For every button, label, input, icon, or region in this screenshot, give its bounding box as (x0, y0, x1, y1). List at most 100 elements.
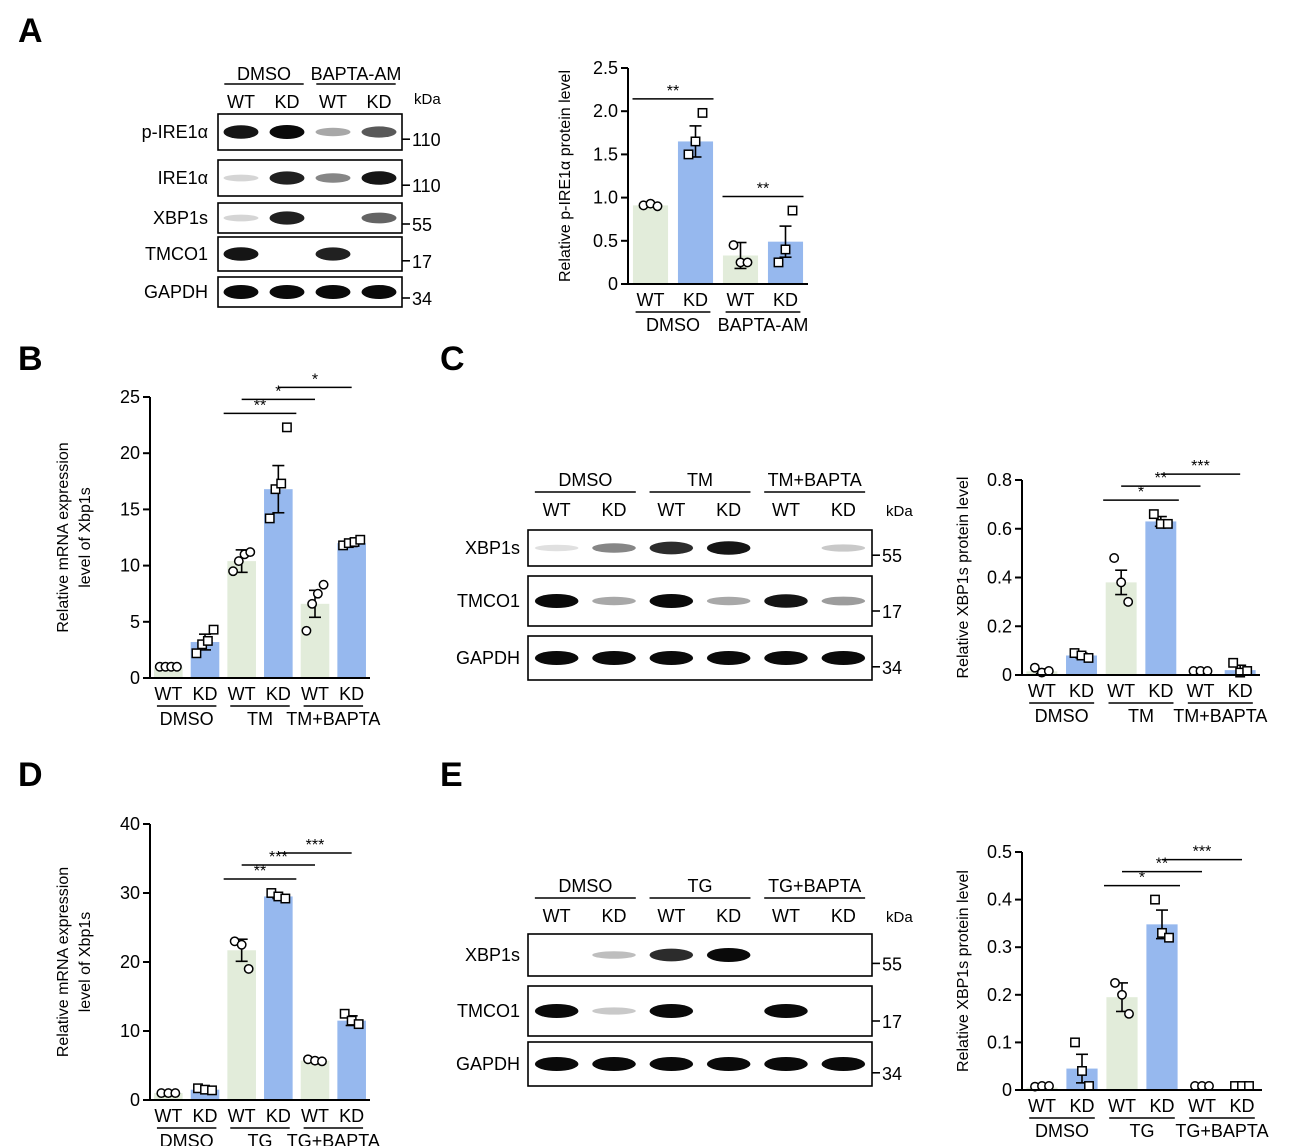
data-point (312, 588, 323, 599)
y-tick-label: 25 (120, 387, 140, 407)
data-point (270, 484, 281, 495)
data-point (1124, 1008, 1134, 1019)
bar (1146, 924, 1178, 1090)
data-point (208, 624, 219, 635)
data-point (207, 1085, 217, 1096)
blot-band (361, 285, 397, 299)
bar-chart-panel-c: 0 0.2 0.4 0.6 0.8 WT KD WT KD WT KD DMSO TM TM+BAPTA *… (955, 458, 1267, 726)
y-tick-label: 0 (1002, 665, 1012, 685)
blot-band (706, 651, 751, 665)
kda-label: kDa (886, 503, 913, 520)
bar (264, 896, 293, 1100)
bar (1145, 521, 1177, 675)
data-point (1202, 666, 1213, 676)
blot-strip (527, 529, 873, 567)
x-tick-label: WT (1187, 681, 1215, 701)
y-tick-label: 0.2 (987, 985, 1012, 1005)
data-point (301, 625, 312, 636)
y-tick-label: 0.6 (987, 519, 1012, 539)
group-label: TM+BAPTA (1173, 706, 1267, 726)
significance-label: ** (1156, 856, 1168, 873)
y-tick-label: 0.5 (987, 842, 1012, 862)
y-tick-label: 1.5 (593, 144, 618, 164)
blot-band (649, 651, 694, 665)
y-tick-label: 15 (120, 499, 140, 519)
group-label: TG+BAPTA (1175, 1121, 1268, 1141)
blot-band (649, 541, 694, 555)
group-label: DMSO (160, 709, 214, 729)
blot-band (592, 1057, 636, 1071)
data-point (1083, 652, 1094, 663)
data-point (1116, 577, 1127, 588)
blot-band (706, 596, 751, 606)
bar-chart-panel-a: 0 0.5 1.0 1.5 2.0 2.5 WT KD WT KD DMSO BAPTA-AM ** **… (557, 58, 808, 335)
blot-row-label: p-IRE1α (142, 122, 208, 142)
mw-label: 17 (882, 602, 902, 622)
y-tick-label: 0.4 (987, 890, 1012, 910)
blot-band (534, 594, 579, 608)
blot-band (592, 596, 636, 606)
significance-label: ** (254, 863, 266, 880)
y-tick-label: 10 (120, 556, 140, 576)
bar-chart-panel-e: 0 0.1 0.2 0.3 0.4 0.5 WT KD WT KD WT KD DMSO TG TG+BAP… (955, 842, 1269, 1141)
blot-lane-label: KD (601, 500, 626, 520)
blot-band (592, 543, 636, 553)
group-label: DMSO (1035, 706, 1089, 726)
blot-lane-label: KD (831, 906, 856, 926)
blot-band (269, 285, 305, 299)
blot-row-label: TMCO1 (145, 244, 208, 264)
data-point (191, 648, 202, 659)
y-tick-label: 2.0 (593, 101, 618, 121)
western-blot-panel-a: DMSO BAPTA-AM WT KD WT KD kDa p-IRE1α 110 IRE1α 11… (142, 64, 442, 309)
blot-band (269, 125, 305, 139)
x-tick-label: KD (1149, 1096, 1174, 1116)
blot-band (706, 541, 751, 555)
x-tick-label: KD (683, 290, 708, 310)
blot-group-label: DMSO (558, 470, 612, 490)
blot-row-label: IRE1α (158, 168, 208, 188)
blot-band (649, 948, 694, 962)
western-blot-panel-c: DMSO TM TM+BAPTA WT KD WT KD WT KD kDa XBP1s 55 TMCO… (456, 470, 913, 681)
mw-label: 55 (412, 215, 432, 235)
significance-label: * (312, 371, 318, 388)
data-point (233, 556, 244, 567)
mw-label: 55 (882, 954, 902, 974)
y-axis-label: Relative XBP1s protein level (955, 870, 972, 1072)
blot-band (223, 285, 259, 299)
data-point (245, 547, 256, 558)
data-point (1228, 657, 1239, 668)
bar (190, 1089, 220, 1100)
blot-band (315, 247, 351, 261)
significance-label: ** (1155, 470, 1167, 487)
blot-group-label: TM (687, 470, 713, 490)
x-tick-label: WT (228, 1106, 256, 1126)
x-tick-label: WT (154, 1106, 182, 1126)
data-point (1117, 989, 1127, 1000)
blot-lane-label: KD (274, 92, 299, 112)
group-label: TG+BAPTA (287, 1131, 380, 1146)
blot-band (764, 1004, 808, 1018)
data-point (171, 661, 182, 672)
y-axis-label: Relative mRNA expression (55, 442, 72, 632)
data-point (1242, 666, 1253, 676)
x-tick-label: KD (1229, 1096, 1254, 1116)
blot-strip (527, 933, 873, 977)
data-point (1070, 1037, 1080, 1048)
bar (337, 1020, 366, 1100)
y-tick-label: 1.0 (593, 188, 618, 208)
panel-label-d: D (18, 756, 43, 794)
significance-label: ** (757, 181, 769, 198)
data-point (652, 201, 663, 212)
blot-lane-label: KD (716, 906, 741, 926)
blot-lane-label: WT (227, 92, 255, 112)
data-point (236, 939, 247, 950)
group-label: TM (1128, 706, 1154, 726)
x-tick-label: WT (1028, 1096, 1056, 1116)
data-point (202, 635, 213, 646)
data-point (1110, 977, 1120, 988)
y-tick-label: 0 (608, 274, 618, 294)
blot-band (764, 1057, 808, 1071)
x-tick-label: WT (301, 684, 329, 704)
